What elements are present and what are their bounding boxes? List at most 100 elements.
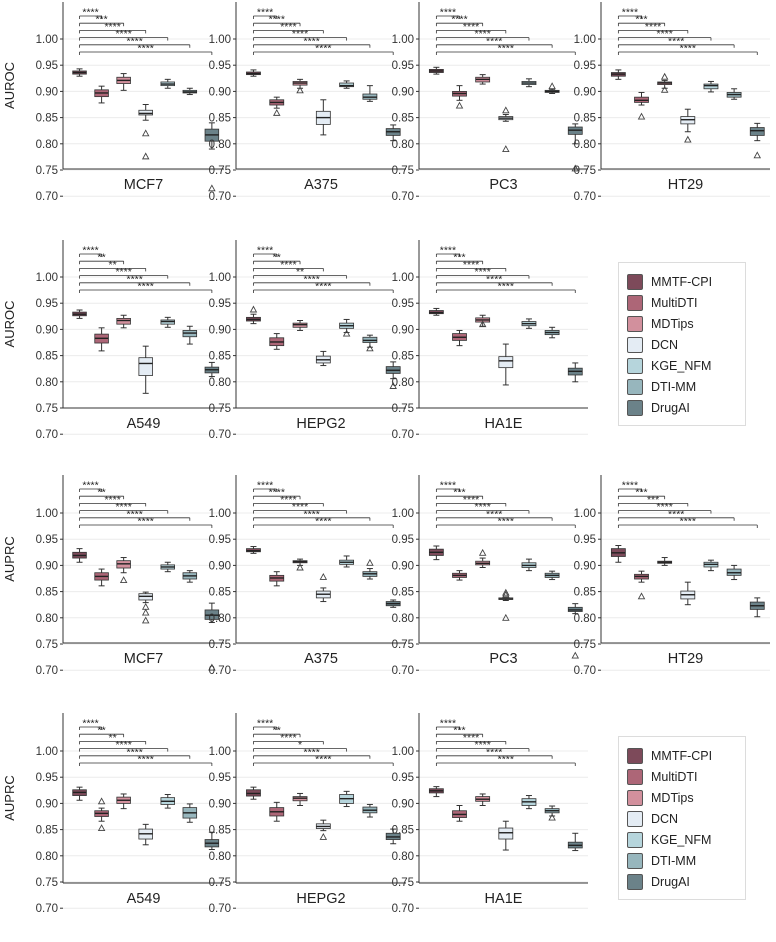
significance-bracket: **** [253,754,394,766]
significance-label: **** [315,281,331,293]
significance-label: **** [126,273,142,285]
y-tick-label: 0.90 [209,324,231,336]
y-tick-label: 0.90 [36,798,58,810]
outlier-point [141,608,150,616]
box-mmtf-cpi [72,309,87,319]
y-tick-label: 0.70 [36,429,58,441]
significance-bracket: **** [253,14,301,27]
significance-label: *** [635,14,647,26]
significance-label: **** [440,480,456,492]
y-tick-label: 0.70 [36,903,58,915]
box-drugai [567,603,583,659]
y-tick-label: 0.95 [392,298,414,310]
cell-line-label: A375 [304,651,338,667]
significance-bracket: *** [617,494,689,507]
y-tick-label: 1.00 [574,508,596,520]
box-dti-mm [182,87,198,96]
significance-label: **** [104,21,120,33]
significance-bracket: **** [253,501,348,514]
significance-label: **** [126,35,142,47]
y-tick-label: 0.90 [392,560,414,572]
significance-label: **** [645,21,661,33]
y-tick-label: 1.00 [36,746,58,758]
outlier-point [319,572,328,580]
significance-bracket: **** [79,494,147,507]
y-tick-label: 0.70 [392,665,414,677]
box-multidti [269,333,285,350]
legend-label: DTI-MM [651,380,697,394]
legend-label: MDTips [651,791,694,805]
significance-label: * [298,739,302,751]
box-kge-nfm [160,316,175,328]
legend-swatch [627,790,643,806]
y-tick-label: 0.75 [209,403,231,415]
y-tick-label: 0.95 [392,534,414,546]
box-kge-nfm [703,80,719,93]
box-iqr [138,357,153,376]
significance-bracket: **** [79,739,169,752]
box-mdtips [657,72,673,93]
cell-line-label: HT29 [668,177,703,193]
significance-label: ** [98,725,106,737]
outlier-point [319,832,328,840]
outlier-point [478,320,487,328]
legend-swatch [627,337,643,353]
significance-label: ** [273,252,281,264]
significance-bracket: **** [435,501,530,514]
box-mdtips [116,793,131,810]
legend-swatch [627,832,643,848]
y-tick-label: 0.85 [209,113,231,125]
significance-bracket: **** [435,732,507,745]
significance-bracket: **** [253,732,324,745]
outlier-point [548,82,556,90]
significance-bracket: *** [435,725,484,738]
legend-label: KGE_NFM [651,833,712,847]
box-dti-mm [182,803,198,823]
cell-line-label: PC3 [489,651,517,667]
y-tick-label: 0.90 [392,86,414,98]
significance-label: **** [315,516,331,528]
panel-mcf7-auroc-row1: 1.000.950.900.850.800.750.70MCF7********… [36,2,224,203]
box-multidti [634,91,649,120]
box-kge-nfm [339,790,355,808]
box-dcn [498,343,514,386]
box-mdtips [116,557,131,584]
legend-label: MMTF-CPI [651,749,713,763]
panel-pc3-auprc-row3: 1.000.950.900.850.800.750.70PC3*********… [392,475,588,677]
significance-label: **** [82,7,98,19]
y-tick-label: 0.90 [574,560,596,572]
significance-bracket: **** [435,273,553,286]
box-mdtips [475,74,491,85]
outlier-point [478,548,487,556]
significance-bracket: **** [253,480,278,492]
significance-label: **** [115,501,131,513]
y-tick-label: 1.00 [209,746,231,758]
outlier-point [389,382,397,389]
y-tick-label: 0.95 [574,60,596,72]
y-tick-label: 0.70 [392,191,414,203]
box-kge-nfm [339,318,355,337]
box-dcn [498,820,514,851]
y-axis-title-row-3: AUPRC [2,536,17,582]
y-tick-label: 0.75 [36,639,58,651]
significance-label: *** [453,725,465,737]
box-kge-nfm [160,78,175,89]
y-tick-label: 0.75 [574,165,596,177]
box-dti-mm [362,334,378,352]
box-dti-mm [544,570,560,581]
box-mdtips [475,793,491,806]
significance-label: **** [440,718,456,730]
significance-label: **** [292,28,308,40]
significance-bracket: ** [79,487,125,500]
box-mmtf-cpi [428,307,444,316]
box-kge-nfm [339,80,355,89]
box-dcn [138,104,153,160]
significance-bracket: **** [79,273,191,286]
y-tick-label: 0.80 [209,377,231,389]
significance-bracket: *** [435,252,484,265]
outlier-point [753,151,762,159]
y-tick-label: 0.75 [36,165,58,177]
cell-line-label: HA1E [485,891,523,907]
outlier-point [141,616,150,624]
